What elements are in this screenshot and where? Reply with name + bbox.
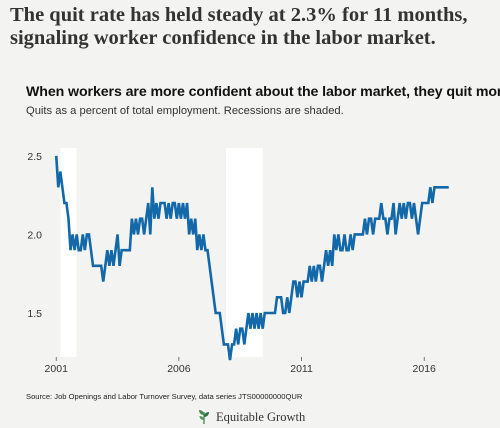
chart-title: When workers are more confident about th… xyxy=(26,84,500,100)
recession-band-1 xyxy=(60,148,77,357)
x-tick-label: 2001 xyxy=(45,363,69,375)
quit-rate-chart: 1.5 2.0 2.5 2001 2006 2011 2016 xyxy=(27,148,449,375)
y-tick-label: 1.5 xyxy=(27,308,42,320)
quit-rate-line xyxy=(54,155,449,361)
y-tick-label: 2.5 xyxy=(27,151,42,163)
chart-subtitle: Quits as a percent of total employment. … xyxy=(26,105,344,117)
x-tick-label: 2011 xyxy=(290,363,313,375)
brand: Equitable Growth xyxy=(196,408,305,426)
series-layer xyxy=(54,155,449,361)
headline: The quit rate has held steady at 2.3% fo… xyxy=(10,4,468,49)
axes: 1.5 2.0 2.5 2001 2006 2011 2016 xyxy=(27,151,436,375)
brand-name: Equitable Growth xyxy=(216,409,306,424)
x-tick-label: 2016 xyxy=(413,363,437,375)
equitable-growth-logo-icon xyxy=(199,410,209,425)
y-tick-label: 2.0 xyxy=(27,229,42,241)
source-note: Source: Job Openings and Labor Turnover … xyxy=(26,392,303,401)
x-tick-label: 2006 xyxy=(167,363,191,375)
